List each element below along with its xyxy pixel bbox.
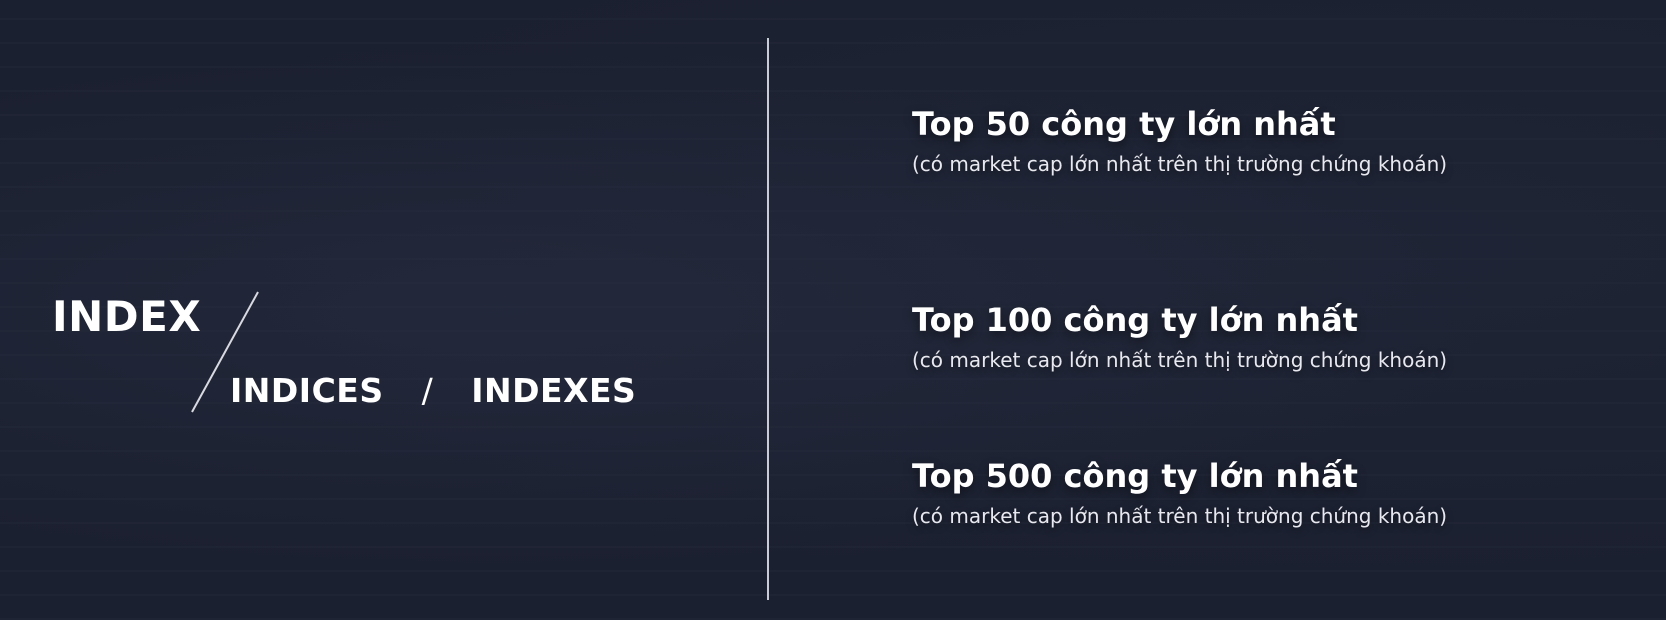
index-plural-variants: INDICES / INDEXES xyxy=(230,374,636,407)
entry-top-50: Top 50 công ty lớn nhất (có market cap l… xyxy=(912,108,1447,174)
variant-indexes: INDEXES xyxy=(471,371,637,410)
entry-top-100: Top 100 công ty lớn nhất (có market cap … xyxy=(912,304,1447,370)
vertical-divider xyxy=(767,38,769,600)
entry-subtitle: (có market cap lớn nhất trên thị trường … xyxy=(912,504,1448,528)
entry-subtitle: (có market cap lớn nhất trên thị trường … xyxy=(912,152,1448,176)
index-title: INDEX xyxy=(52,292,202,341)
entry-subtitle: (có market cap lớn nhất trên thị trường … xyxy=(912,348,1448,372)
entry-title: Top 50 công ty lớn nhất xyxy=(912,105,1336,143)
variant-separator: / xyxy=(421,371,434,410)
entry-title: Top 100 công ty lớn nhất xyxy=(912,301,1358,339)
entry-title: Top 500 công ty lớn nhất xyxy=(912,457,1358,495)
diagonal-slash-line xyxy=(191,291,259,413)
variant-indices: INDICES xyxy=(230,371,384,410)
entry-top-500: Top 500 công ty lớn nhất (có market cap … xyxy=(912,460,1447,526)
left-panel: INDEX INDICES / INDEXES xyxy=(0,0,766,620)
right-panel: Top 50 công ty lớn nhất (có market cap l… xyxy=(912,0,1632,620)
